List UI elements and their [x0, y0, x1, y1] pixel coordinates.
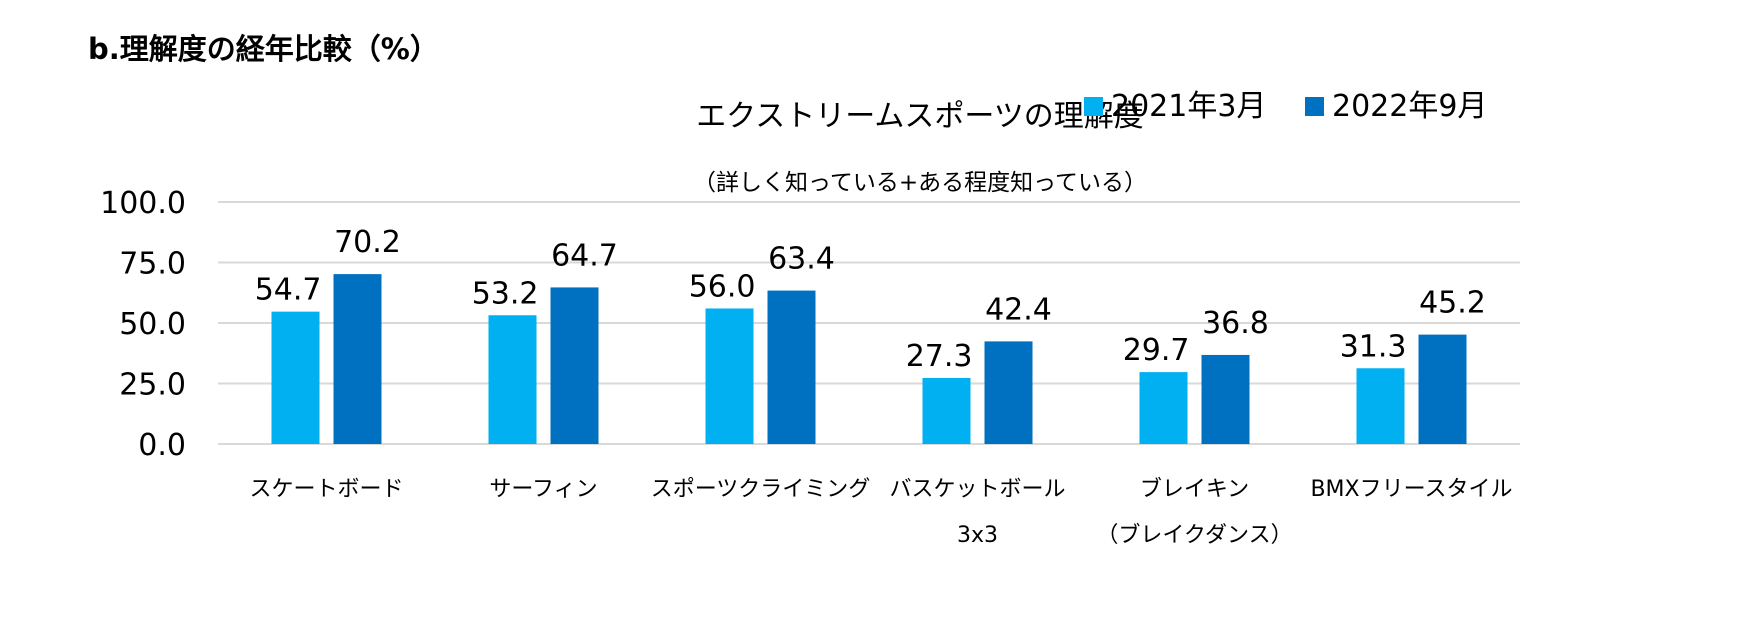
y-tick-label: 25.0	[119, 368, 186, 403]
chart-title: エクストリームスポーツの理解度	[696, 99, 1144, 134]
value-label: 42.4	[985, 292, 1052, 327]
x-axis-categories: スケートボード サーフィン スポーツクライミング バスケットボール 3x3 ブレイキン （ブ…	[249, 477, 1512, 548]
bar-2	[984, 341, 1033, 444]
value-labels: 54.7 70.2 53.2 64.7 56.0 63.4 27.3 42.4 29.7 36.8…	[255, 225, 1486, 374]
value-label: 45.2	[1419, 286, 1486, 321]
x-category-label: バスケットボール	[889, 477, 1065, 502]
legend: 2021年3月 2022年9月	[1084, 89, 1487, 124]
x-category-label: ブレイキン	[1140, 477, 1249, 502]
y-axis-ticks: 0.0 25.0 50.0 75.0 100.0	[100, 186, 186, 463]
y-tick-label: 0.0	[138, 428, 186, 463]
bar-1	[271, 311, 320, 444]
value-label: 56.0	[689, 269, 756, 304]
x-category-label: スポーツクライミング	[651, 477, 871, 502]
gridlines	[218, 201, 1520, 445]
legend-label: 2021年3月	[1111, 89, 1266, 124]
bar-1	[922, 377, 971, 444]
legend-label: 2022年9月	[1332, 89, 1487, 124]
value-label: 36.8	[1202, 306, 1269, 341]
bar-2	[1201, 354, 1250, 444]
bars	[271, 274, 1467, 444]
y-tick-label: 75.0	[119, 247, 186, 282]
x-category-label: 3x3	[957, 523, 998, 548]
value-label: 31.3	[1340, 329, 1407, 364]
bar-2	[767, 290, 816, 444]
bar-1	[1139, 372, 1188, 444]
value-label: 64.7	[551, 238, 618, 273]
section-heading: b.理解度の経年比較（%）	[88, 32, 439, 66]
value-label: 54.7	[255, 273, 322, 308]
chart-subtitle: （詳しく知っている+ある程度知っている）	[693, 170, 1147, 196]
y-tick-label: 50.0	[119, 307, 186, 342]
value-label: 29.7	[1123, 333, 1190, 368]
bar-2	[333, 274, 382, 444]
x-category-label: スケートボード	[249, 477, 403, 502]
value-label: 27.3	[906, 339, 973, 374]
y-tick-label: 100.0	[100, 186, 186, 221]
value-label: 70.2	[334, 225, 401, 260]
x-category-label: BMXフリースタイル	[1310, 477, 1512, 502]
bar-2	[550, 287, 599, 444]
value-label: 53.2	[472, 276, 539, 311]
bar-2	[1418, 334, 1467, 444]
bar-1	[705, 308, 754, 444]
bar-1	[1356, 368, 1405, 444]
bar-1	[488, 315, 537, 444]
legend-swatch	[1305, 97, 1324, 116]
legend-swatch	[1084, 97, 1103, 116]
x-category-label: サーフィン	[489, 477, 597, 502]
value-label: 63.4	[768, 242, 835, 277]
x-category-label: （ブレイクダンス）	[1096, 523, 1292, 548]
